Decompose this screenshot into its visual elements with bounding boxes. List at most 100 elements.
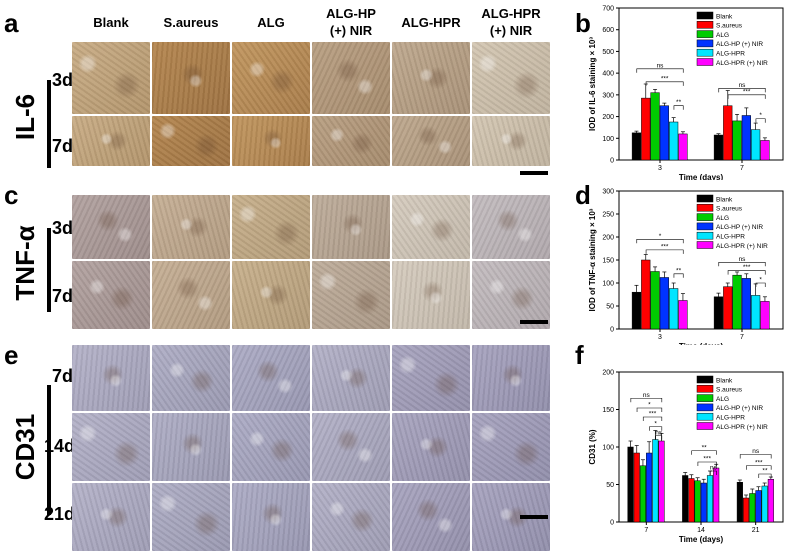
significance-label: * [759, 112, 762, 119]
y-tick-label: 700 [602, 6, 614, 13]
micrograph-tile [312, 195, 390, 259]
y-axis-label: IOD of TNF-α staining × 10³ [588, 208, 597, 311]
bar [760, 301, 770, 330]
y-tick-label: 600 [602, 27, 614, 34]
column-header-alg-hpr: ALG-HPR [401, 15, 461, 30]
x-tick-label: 7 [740, 334, 744, 341]
panel-label-a: a [4, 8, 19, 38]
bar [678, 300, 688, 330]
y-tick-label: 200 [602, 235, 614, 242]
bar [650, 92, 660, 161]
significance-label: *** [703, 456, 711, 463]
bar [641, 259, 651, 330]
bar [732, 274, 742, 330]
marker-divider [47, 80, 51, 168]
legend-label: S.aureus [716, 206, 743, 213]
bar [652, 439, 659, 523]
y-tick-label: 100 [602, 445, 614, 452]
legend-swatch [696, 30, 714, 38]
bar [669, 121, 679, 161]
row-label-il6-7d: 7d [52, 136, 74, 156]
x-tick-label: 14 [697, 527, 705, 534]
legend-label: ALG-HP (+) NIR [716, 224, 763, 231]
bar [723, 286, 733, 330]
bar [669, 288, 679, 330]
legend-swatch [696, 21, 714, 29]
bar [659, 105, 669, 161]
micrograph-tile [232, 116, 310, 166]
y-tick-label: 300 [602, 92, 614, 99]
significance-bracket [718, 262, 766, 267]
significance-label: * [648, 402, 651, 409]
micrograph-tile [392, 345, 470, 411]
y-tick-label: 0 [610, 158, 614, 165]
bar [713, 467, 720, 523]
micrograph-tile [472, 195, 550, 259]
legend-swatch [696, 39, 714, 48]
micrograph-tile [72, 261, 150, 329]
legend-label: ALG-HP (+) NIR [716, 41, 763, 48]
significance-bracket [758, 473, 772, 478]
bar [650, 271, 660, 330]
legend-swatch [696, 385, 714, 393]
significance-bracket [630, 397, 663, 403]
bar [736, 482, 743, 523]
micrograph-tile [312, 345, 390, 411]
micrograph-tile [392, 261, 470, 329]
significance-bracket [645, 249, 684, 254]
bar [741, 278, 751, 330]
micrograph-tile [472, 413, 550, 481]
y-tick-label: 300 [602, 189, 614, 196]
y-tick-label: 100 [602, 136, 614, 143]
plot-frame [618, 7, 784, 161]
significance-label: ** [676, 99, 682, 106]
micrograph-tile [312, 42, 390, 114]
y-tick-label: 150 [602, 407, 614, 414]
significance-label: ns [655, 429, 663, 436]
row-label-tnf-3d: 3d [52, 218, 74, 238]
significance-label: *** [755, 459, 763, 466]
micrograph-tile [232, 195, 310, 259]
significance-bracket [645, 81, 684, 86]
scale-bar [520, 515, 548, 519]
row-label-cd31-21d: 21d [44, 504, 76, 524]
micrograph-tile [312, 413, 390, 481]
marker-label-il6: IL-6 [10, 93, 40, 141]
legend-label: ALG-HPR [716, 415, 745, 422]
y-tick-label: 100 [602, 281, 614, 288]
y-tick-label: 500 [602, 49, 614, 56]
bar [646, 452, 653, 523]
y-tick-label: 150 [602, 258, 614, 265]
significance-label: ns [710, 465, 718, 472]
y-tick-label: 400 [602, 71, 614, 78]
row-label-tnf-7d: 7d [52, 286, 74, 306]
legend-swatch [696, 375, 714, 384]
bar [741, 115, 751, 161]
micrograph-tile [152, 116, 230, 166]
bar [658, 440, 665, 523]
legend-label: Blank [716, 196, 733, 203]
significance-label: * [759, 277, 762, 284]
micrograph-tile [152, 413, 230, 481]
x-axis-label: Time (days) [679, 173, 724, 180]
column-header-blank: Blank [93, 15, 129, 30]
significance-bracket [755, 282, 766, 287]
legend-label: ALG [716, 32, 729, 39]
significance-bracket [709, 470, 717, 475]
legend-swatch [696, 394, 714, 402]
legend-label: S.aureus [716, 23, 743, 30]
bar [760, 140, 770, 161]
bar [631, 132, 642, 161]
column-header-alg-hpr-nir: ALG-HPR (+) NIR [481, 6, 541, 38]
legend-label: ALG-HPR (+) NIR [716, 243, 768, 250]
panel-label-f: f [575, 340, 584, 370]
significance-label: * [659, 233, 662, 240]
significance-label: ns [657, 62, 665, 69]
bar [700, 482, 707, 523]
legend-label: ALG [716, 215, 729, 222]
bar [631, 291, 642, 330]
significance-label: *** [743, 264, 751, 271]
micrograph-tile [72, 413, 150, 481]
bar [749, 493, 756, 523]
legend-swatch [696, 48, 714, 57]
